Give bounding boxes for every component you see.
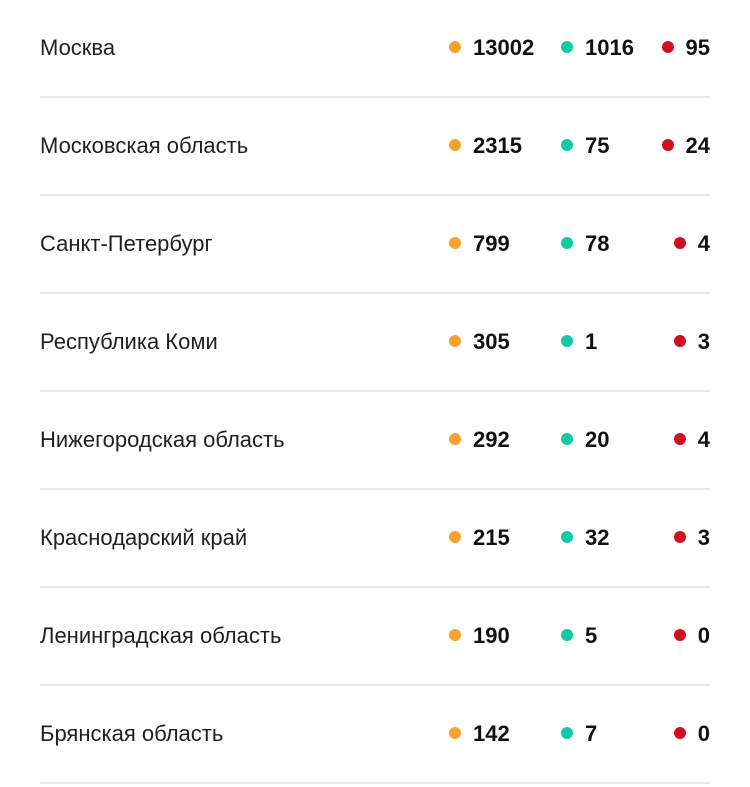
cases-stat: 142 (449, 720, 510, 748)
red-dot-icon (673, 629, 686, 642)
deaths-stat: 24 (661, 132, 710, 160)
deaths-count: 4 (697, 427, 710, 452)
table-row: Нижегородская область 292 20 4 (40, 392, 710, 490)
orange-dot-icon (449, 531, 461, 544)
region-name: Республика Коми (40, 329, 218, 354)
recovered-stat: 78 (561, 230, 609, 258)
deaths-count: 3 (697, 329, 710, 354)
deaths-count: 4 (697, 231, 710, 256)
red-dot-icon (673, 531, 686, 544)
deaths-stat: 3 (673, 524, 710, 552)
region-name: Брянская область (40, 721, 224, 746)
recovered-count: 78 (585, 231, 610, 256)
red-dot-icon (673, 433, 686, 446)
deaths-count: 95 (685, 35, 710, 60)
recovered-stat: 32 (561, 524, 609, 552)
orange-dot-icon (449, 727, 461, 740)
deaths-count: 0 (697, 721, 710, 746)
red-dot-icon (673, 727, 686, 740)
orange-dot-icon (449, 335, 461, 348)
deaths-count: 3 (697, 525, 710, 550)
red-dot-icon (673, 335, 686, 348)
cases-stat: 13002 (449, 34, 534, 62)
orange-dot-icon (449, 41, 461, 54)
green-dot-icon (561, 727, 573, 740)
region-name: Нижегородская область (40, 427, 285, 452)
recovered-count: 75 (585, 133, 610, 158)
deaths-stat: 4 (673, 230, 710, 258)
cases-count: 305 (473, 329, 510, 354)
recovered-stat: 5 (561, 622, 597, 650)
recovered-stat: 75 (561, 132, 609, 160)
cases-stat: 2315 (449, 132, 522, 160)
recovered-count: 20 (585, 427, 610, 452)
green-dot-icon (561, 629, 573, 642)
table-row: Брянская область 142 7 0 (40, 686, 710, 784)
orange-dot-icon (449, 237, 461, 250)
deaths-stat: 3 (673, 328, 710, 356)
cases-count: 799 (473, 231, 510, 256)
recovered-count: 5 (585, 623, 598, 648)
green-dot-icon (561, 41, 573, 54)
red-dot-icon (673, 237, 686, 250)
region-name: Московская область (40, 133, 249, 158)
recovered-count: 32 (585, 525, 610, 550)
recovered-stat: 1016 (561, 34, 634, 62)
cases-count: 190 (473, 623, 510, 648)
cases-count: 215 (473, 525, 510, 550)
deaths-count: 0 (697, 623, 710, 648)
cases-stat: 305 (449, 328, 510, 356)
green-dot-icon (561, 335, 573, 348)
recovered-stat: 20 (561, 426, 609, 454)
cases-stat: 292 (449, 426, 510, 454)
green-dot-icon (561, 139, 573, 152)
cases-count: 2315 (473, 133, 522, 158)
region-name: Санкт-Петербург (40, 231, 213, 256)
deaths-stat: 0 (673, 720, 710, 748)
deaths-count: 24 (685, 133, 710, 158)
table-row: Санкт-Петербург 799 78 4 (40, 196, 710, 294)
red-dot-icon (661, 41, 674, 54)
orange-dot-icon (449, 139, 461, 152)
deaths-stat: 4 (673, 426, 710, 454)
orange-dot-icon (449, 433, 461, 446)
deaths-stat: 95 (661, 34, 710, 62)
cases-stat: 215 (449, 524, 510, 552)
region-name: Краснодарский край (40, 525, 248, 550)
green-dot-icon (561, 237, 573, 250)
cases-count: 142 (473, 721, 510, 746)
recovered-count: 1016 (585, 35, 634, 60)
region-stats-list: Москва 13002 1016 95 Московская область … (40, 0, 710, 784)
table-row: Краснодарский край 215 32 3 (40, 490, 710, 588)
recovered-count: 7 (585, 721, 598, 746)
red-dot-icon (661, 139, 674, 152)
cases-count: 13002 (473, 35, 535, 60)
region-name: Москва (40, 35, 116, 60)
deaths-stat: 0 (673, 622, 710, 650)
region-name: Ленинградская область (40, 623, 282, 648)
table-row: Москва 13002 1016 95 (40, 0, 710, 98)
cases-stat: 190 (449, 622, 510, 650)
recovered-stat: 7 (561, 720, 597, 748)
cases-count: 292 (473, 427, 510, 452)
table-row: Республика Коми 305 1 3 (40, 294, 710, 392)
recovered-count: 1 (585, 329, 598, 354)
table-row: Московская область 2315 75 24 (40, 98, 710, 196)
table-row: Ленинградская область 190 5 0 (40, 588, 710, 686)
cases-stat: 799 (449, 230, 510, 258)
recovered-stat: 1 (561, 328, 597, 356)
green-dot-icon (561, 531, 573, 544)
orange-dot-icon (449, 629, 461, 642)
green-dot-icon (561, 433, 573, 446)
